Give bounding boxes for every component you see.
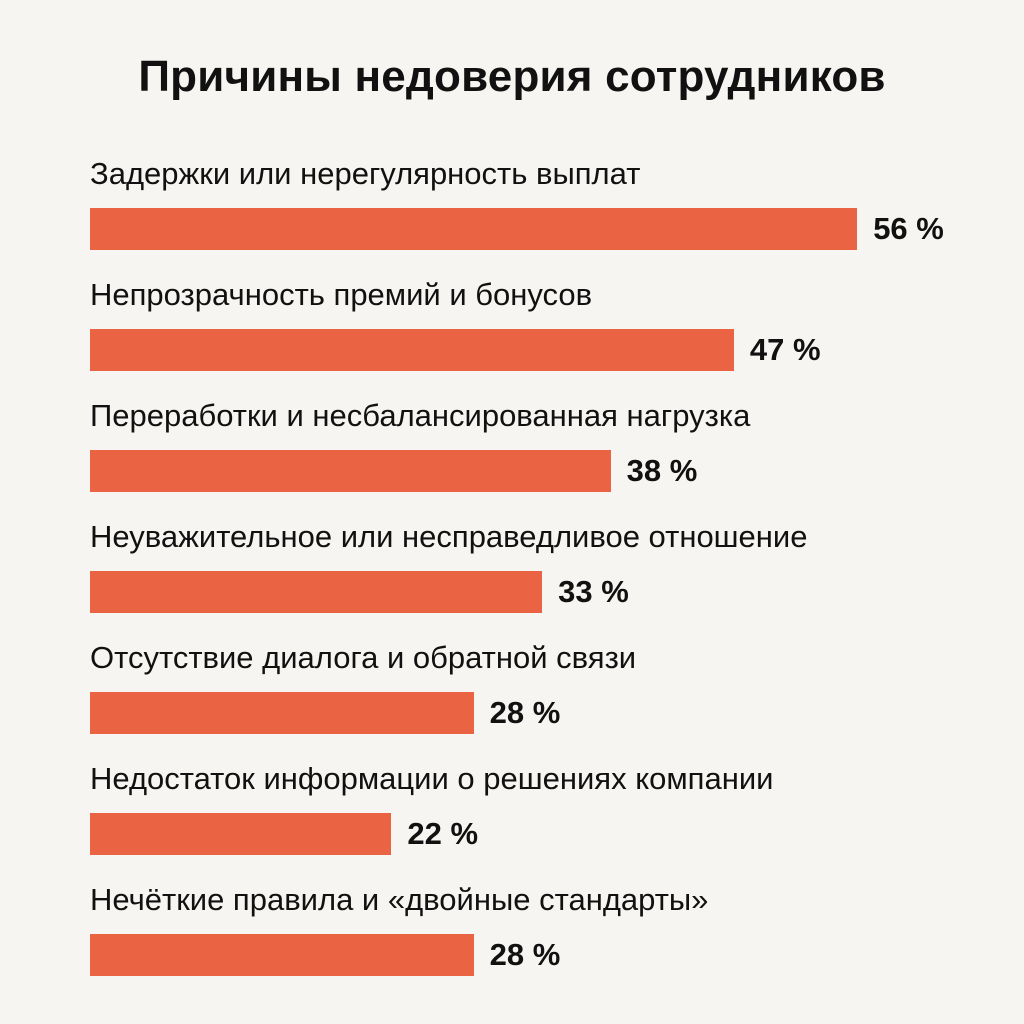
category-label: Задержки или нерегулярность выплат	[90, 156, 641, 191]
value-label: 38 %	[626, 453, 698, 488]
value-label: 28 %	[489, 937, 561, 972]
bar	[90, 450, 611, 492]
bar	[90, 934, 474, 976]
bar	[90, 692, 474, 734]
chart-title: Причины недоверия сотрудников	[138, 52, 886, 101]
bar	[90, 571, 543, 613]
category-label: Переработки и несбалансированная нагрузк…	[90, 398, 751, 433]
value-label: 22 %	[407, 816, 479, 851]
value-label: 56 %	[873, 211, 944, 246]
category-label: Неуважительное или несправедливое отноше…	[90, 519, 808, 554]
value-label: 33 %	[558, 574, 629, 609]
bar-row: Недостаток информации о решениях компани…	[90, 755, 990, 877]
bar-row: Отсутствие диалога и обратной связи 28 %	[90, 634, 990, 756]
category-label: Нечёткие правила и «двойные стандарты»	[90, 882, 709, 917]
category-label: Недостаток информации о решениях компани…	[90, 761, 774, 796]
bar-row: Неуважительное или несправедливое отноше…	[90, 513, 990, 635]
bar-row: Переработки и несбалансированная нагрузк…	[90, 392, 990, 514]
bar-row: Непрозрачность премий и бонусов 47 %	[90, 271, 990, 393]
bar	[90, 329, 734, 371]
category-label: Отсутствие диалога и обратной связи	[90, 640, 637, 675]
category-label: Непрозрачность премий и бонусов	[90, 277, 593, 312]
bar-chart: Задержки или нерегулярность выплат 56 % Не…	[90, 150, 990, 990]
bar	[90, 208, 858, 250]
bar-row: Нечёткие правила и «двойные стандарты» 28…	[90, 876, 990, 998]
value-label: 47 %	[749, 332, 821, 367]
value-label: 28 %	[489, 695, 561, 730]
bar	[90, 813, 392, 855]
bar-row: Задержки или нерегулярность выплат 56 %	[90, 150, 990, 272]
